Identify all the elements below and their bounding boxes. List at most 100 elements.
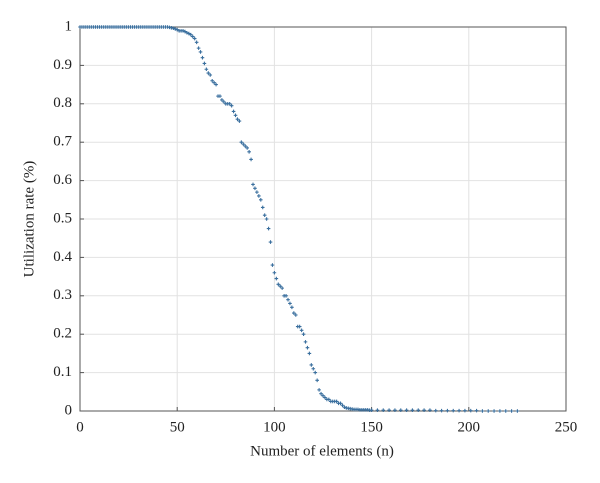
point	[297, 324, 302, 329]
point	[181, 29, 185, 33]
point	[171, 26, 176, 30]
y-tick-label: 0.5	[53, 210, 72, 226]
point	[398, 408, 403, 413]
point	[235, 117, 240, 121]
point	[474, 408, 479, 413]
point	[327, 397, 331, 402]
point	[290, 305, 294, 310]
point	[313, 370, 318, 375]
point	[204, 67, 209, 72]
point	[293, 313, 298, 317]
point	[270, 263, 275, 267]
point	[247, 150, 251, 154]
x-tick-label: 0	[76, 419, 84, 435]
point	[222, 100, 226, 104]
point	[262, 213, 267, 217]
point	[272, 270, 277, 275]
y-tick-label: 0.6	[53, 172, 72, 188]
point	[208, 73, 213, 77]
point	[445, 408, 450, 413]
point	[457, 408, 461, 413]
point	[342, 405, 347, 409]
point	[439, 408, 444, 413]
point	[321, 393, 325, 398]
point	[422, 408, 426, 413]
point	[451, 408, 456, 413]
point	[214, 82, 218, 87]
point	[229, 103, 234, 108]
point	[196, 46, 201, 50]
point	[183, 29, 187, 34]
point	[305, 345, 310, 350]
point	[299, 328, 304, 333]
point	[340, 403, 345, 408]
point	[307, 351, 312, 356]
point	[375, 408, 380, 413]
point	[381, 408, 386, 413]
point	[416, 408, 421, 413]
point	[404, 408, 409, 413]
y-tick-label: 0	[65, 402, 73, 418]
point	[190, 34, 195, 39]
y-tick-label: 0.8	[53, 95, 72, 111]
x-tick-label: 100	[263, 419, 286, 435]
y-tick-label: 0.4	[53, 249, 72, 265]
point	[280, 286, 284, 290]
point	[387, 408, 391, 413]
point	[206, 71, 211, 75]
point	[286, 297, 290, 302]
point	[274, 276, 279, 281]
y-axis-label: Utilization rate (%)	[21, 161, 37, 278]
point	[284, 294, 288, 298]
point	[492, 409, 496, 413]
point	[433, 408, 438, 413]
point	[212, 80, 216, 85]
point	[503, 409, 508, 413]
point	[198, 50, 203, 54]
x-axis-label: Number of elements (n)	[250, 443, 394, 459]
y-tick-label: 0.7	[53, 134, 72, 150]
point	[260, 205, 265, 210]
point	[249, 157, 253, 162]
point	[239, 140, 244, 144]
plot-frame	[79, 26, 567, 412]
x-tick-label: 250	[555, 419, 578, 435]
x-tick-label: 200	[458, 419, 481, 435]
point	[278, 284, 283, 288]
point	[317, 388, 321, 392]
point	[393, 408, 397, 413]
point	[303, 340, 308, 344]
point	[253, 186, 257, 191]
point	[231, 109, 236, 114]
point	[200, 55, 205, 60]
point	[288, 301, 292, 306]
point	[309, 363, 314, 367]
point	[480, 409, 485, 413]
point	[266, 226, 271, 231]
point	[251, 182, 255, 187]
point	[338, 401, 343, 406]
y-tick-label: 0.2	[53, 326, 72, 342]
y-tick-label: 1	[65, 18, 73, 34]
point	[258, 198, 263, 202]
point	[218, 94, 222, 98]
point	[257, 194, 261, 198]
y-tick-label: 0.3	[53, 287, 72, 303]
point	[245, 146, 249, 150]
point	[301, 332, 306, 336]
point	[185, 30, 189, 35]
point	[173, 27, 178, 31]
y-tick-label: 0.1	[53, 364, 72, 380]
point	[192, 36, 197, 41]
point	[220, 98, 224, 102]
point	[369, 408, 374, 413]
point	[468, 408, 473, 413]
point	[241, 142, 246, 146]
point	[264, 217, 269, 221]
point	[237, 119, 242, 123]
x-tick-label: 50	[170, 419, 185, 435]
y-tick-label: 0.9	[53, 57, 72, 73]
point	[175, 27, 179, 32]
